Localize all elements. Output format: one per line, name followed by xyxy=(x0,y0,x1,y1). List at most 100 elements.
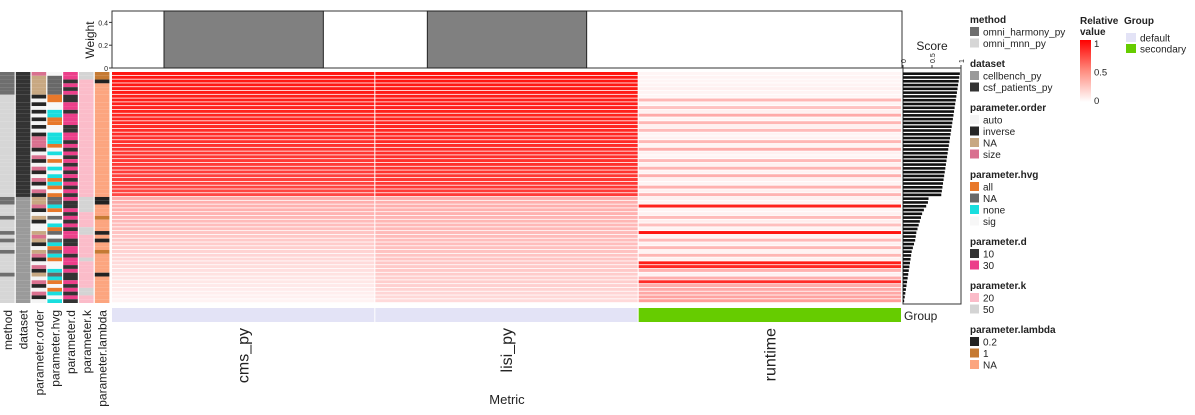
annotation-cell-hvg xyxy=(47,276,62,281)
heatmap-cell-lisi_py xyxy=(375,170,638,174)
annotation-cell-method xyxy=(0,132,15,137)
annotation-cell-lambda xyxy=(94,151,110,156)
annotation-cell-k xyxy=(79,242,94,247)
relative-value-legend: Relative value 10.50 xyxy=(1080,16,1119,107)
heatmap-cell-runtime xyxy=(638,227,901,231)
annotation-label-parameter.hvg: parameter.hvg xyxy=(48,310,62,387)
annotation-cell-hvg xyxy=(47,143,62,148)
relative-value-colorbar xyxy=(1080,40,1091,102)
weight-tick-label: 0.2 xyxy=(98,43,108,50)
annotation-cell-method xyxy=(0,185,15,190)
score-bar xyxy=(903,292,906,295)
heatmap-cell-runtime xyxy=(638,246,901,250)
annotation-cell-d xyxy=(63,246,78,250)
annotation-cell-k xyxy=(79,181,94,186)
annotation-cell-order xyxy=(31,75,47,80)
score-bar xyxy=(903,102,956,106)
annotation-cell-order xyxy=(31,79,47,84)
annotation-cell-method xyxy=(0,265,15,269)
heatmap-cell-cms_py xyxy=(112,143,375,147)
heatmap-cell-cms_py xyxy=(112,242,375,246)
heatmap-cell-runtime xyxy=(638,125,901,129)
score-panel: 0 0.5 1 Score xyxy=(901,39,966,305)
annotation-cell-method xyxy=(0,151,15,156)
annotation-cell-order xyxy=(31,132,47,137)
score-bar xyxy=(903,182,944,185)
annotation-cell-order xyxy=(31,121,47,126)
annotation-cell-dataset xyxy=(15,125,31,129)
annotation-cell-method xyxy=(0,121,15,126)
annotation-cell-dataset xyxy=(15,83,31,88)
heatmap-cell-cms_py xyxy=(112,287,375,291)
annotation-cell-d xyxy=(63,102,78,107)
score-bar xyxy=(903,208,924,212)
annotation-cell-order xyxy=(31,299,47,303)
heatmap-cell-cms_py xyxy=(112,272,375,276)
annotation-cell-order xyxy=(31,178,47,182)
annotation-cell-hvg xyxy=(47,94,62,99)
annotation-cell-hvg xyxy=(47,178,62,182)
metric-label-runtime: runtime xyxy=(762,328,779,381)
heatmap-cell-lisi_py xyxy=(375,181,638,185)
annotation-cell-method xyxy=(0,128,15,133)
legend-label-order: auto xyxy=(983,116,1003,127)
heatmap-cell-cms_py xyxy=(112,90,375,94)
annotation-cell-lambda xyxy=(94,98,110,103)
heatmap-cell-lisi_py xyxy=(375,125,638,129)
annotation-cell-lambda xyxy=(94,128,110,133)
annotation-cell-lambda xyxy=(94,117,110,122)
annotation-cell-d xyxy=(63,147,78,152)
annotation-cell-d xyxy=(63,98,78,103)
heatmap-cell-lisi_py xyxy=(375,113,638,117)
annotation-cell-d xyxy=(63,204,78,209)
annotation-cell-dataset xyxy=(15,299,31,303)
score-bar xyxy=(903,174,945,178)
annotation-cell-method xyxy=(0,284,15,288)
heatmap-cell-cms_py xyxy=(112,166,375,170)
annotation-cell-method xyxy=(0,219,15,224)
annotation-cell-dataset xyxy=(15,143,31,148)
annotation-cell-order xyxy=(31,155,47,160)
heatmap-cell-cms_py xyxy=(112,178,375,182)
score-bar xyxy=(903,170,945,174)
annotation-cell-lambda xyxy=(94,79,110,84)
annotation-cell-hvg xyxy=(47,189,62,194)
score-bar xyxy=(903,299,905,303)
annotation-cell-method xyxy=(0,159,15,163)
group-row-label: Group xyxy=(904,309,938,323)
heatmap-cell-lisi_py xyxy=(375,121,638,125)
annotation-cell-dataset xyxy=(15,208,31,213)
heatmap-cell-lisi_py xyxy=(375,90,638,94)
legend-label-order: size xyxy=(983,150,1001,161)
heatmap-cell-cms_py xyxy=(112,98,375,102)
annotation-cell-order xyxy=(31,268,47,273)
annotation-cell-d xyxy=(63,200,78,205)
heatmap-cell-runtime xyxy=(638,208,901,212)
annotation-cell-dataset xyxy=(15,287,31,292)
annotation-cell-hvg xyxy=(47,121,62,126)
annotation-cell-method xyxy=(0,196,15,201)
annotation-cell-d xyxy=(63,72,78,76)
annotation-cell-hvg xyxy=(47,200,62,205)
heatmap-cell-cms_py xyxy=(112,174,375,178)
heatmap-cell-cms_py xyxy=(112,223,375,227)
annotation-cell-d xyxy=(63,299,78,303)
score-bar xyxy=(903,140,950,144)
annotation-cell-method xyxy=(0,174,15,179)
annotation-cell-lambda xyxy=(94,166,110,171)
annotation-cell-d xyxy=(63,223,78,228)
annotation-cell-method xyxy=(0,90,15,95)
annotation-cell-order xyxy=(31,98,47,103)
annotation-cell-order xyxy=(31,181,47,186)
heatmap-cell-runtime xyxy=(638,295,901,299)
score-bar xyxy=(903,201,928,204)
annotation-cell-k xyxy=(79,113,94,118)
annotation-cell-d xyxy=(63,159,78,163)
annotation-cell-method xyxy=(0,79,15,84)
annotation-cell-order xyxy=(31,257,47,262)
score-bar xyxy=(903,91,957,94)
heatmap-cell-runtime xyxy=(638,162,901,166)
annotation-cell-k xyxy=(79,253,94,258)
relative-value-tick-label: 1 xyxy=(1094,39,1099,50)
